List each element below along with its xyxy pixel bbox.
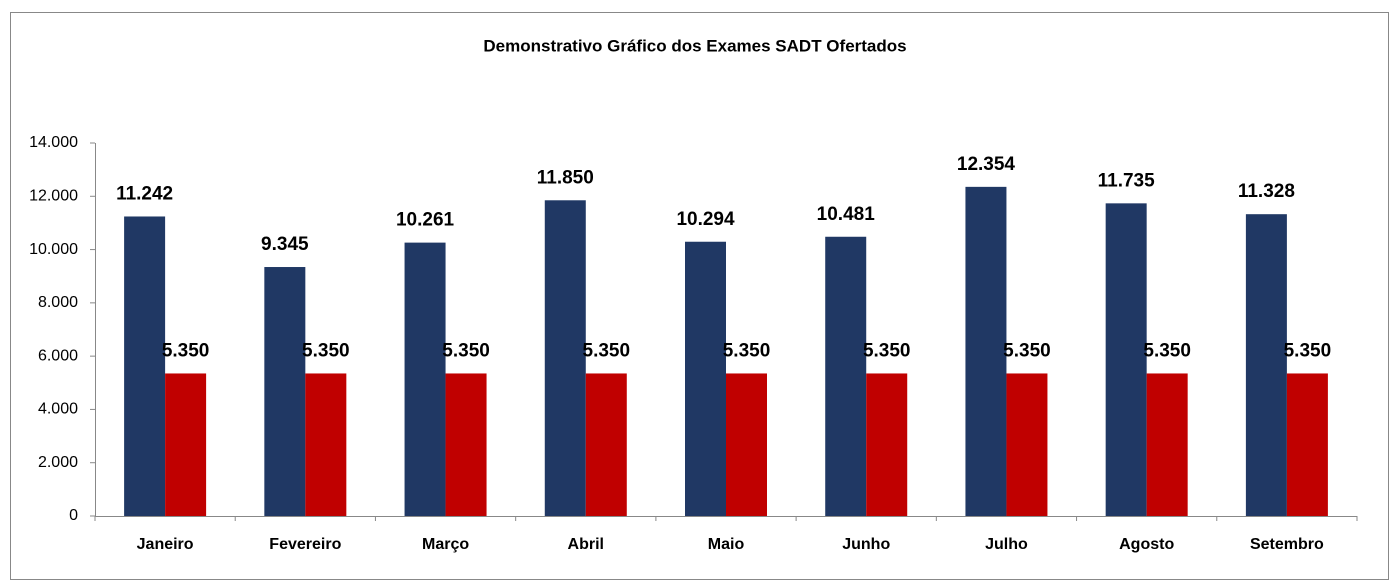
value-label: 5.350: [583, 340, 631, 361]
bar: [165, 373, 207, 516]
value-label: 5.350: [1284, 340, 1332, 361]
value-label: 11.242: [116, 183, 173, 204]
x-tick-label: Fevereiro: [269, 536, 341, 553]
x-tick-label: Abril: [568, 536, 604, 553]
bar: [1006, 373, 1048, 516]
value-label: 5.350: [162, 340, 210, 361]
y-tick-label: 12.000: [29, 188, 78, 205]
value-label: 5.350: [1143, 340, 1191, 361]
y-tick-label: 6.000: [38, 347, 78, 364]
value-label: 11.735: [1098, 170, 1155, 191]
value-label: 5.350: [442, 340, 490, 361]
x-tick-label: Setembro: [1250, 536, 1324, 553]
value-label: 5.350: [723, 340, 771, 361]
y-tick-label: 8.000: [38, 294, 78, 311]
bar: [445, 373, 487, 516]
y-tick-label: 2.000: [38, 454, 78, 471]
value-label: 11.328: [1238, 181, 1295, 202]
bar: [1245, 214, 1287, 517]
value-label: 10.261: [396, 210, 455, 231]
bar: [1286, 373, 1328, 516]
bar: [124, 216, 166, 516]
bar: [1146, 373, 1188, 516]
value-label: 9.345: [261, 234, 309, 255]
bar: [825, 236, 867, 516]
x-tick-label: Maio: [708, 536, 745, 553]
value-label: 10.481: [817, 204, 876, 225]
y-tick-label: 10.000: [29, 241, 78, 258]
bar: [544, 200, 586, 516]
bar: [685, 241, 726, 516]
bar: [965, 186, 1007, 517]
bar: [726, 373, 767, 516]
x-tick-label: Março: [422, 536, 469, 553]
value-label: 5.350: [1003, 340, 1051, 361]
value-label: 5.350: [863, 340, 911, 361]
x-tick-label: Agosto: [1119, 536, 1174, 553]
bar: [305, 373, 347, 516]
y-tick-label: 4.000: [38, 401, 78, 418]
bar: [404, 242, 446, 516]
bar: [1105, 203, 1147, 516]
value-label: 12.354: [957, 154, 1016, 175]
value-label: 5.350: [302, 340, 350, 361]
value-label: 10.294: [676, 209, 735, 230]
y-tick-label: 14.000: [29, 134, 78, 151]
x-tick-label: Julho: [985, 536, 1028, 553]
y-tick-label: 0: [69, 507, 78, 524]
bar: [585, 373, 627, 516]
bar: [264, 267, 306, 516]
value-label: 11.850: [537, 167, 594, 188]
bar: [866, 373, 908, 516]
x-tick-label: Janeiro: [137, 536, 194, 553]
x-tick-label: Junho: [842, 536, 890, 553]
chart-title: Demonstrativo Gráfico dos Exames SADT Of…: [483, 36, 906, 55]
